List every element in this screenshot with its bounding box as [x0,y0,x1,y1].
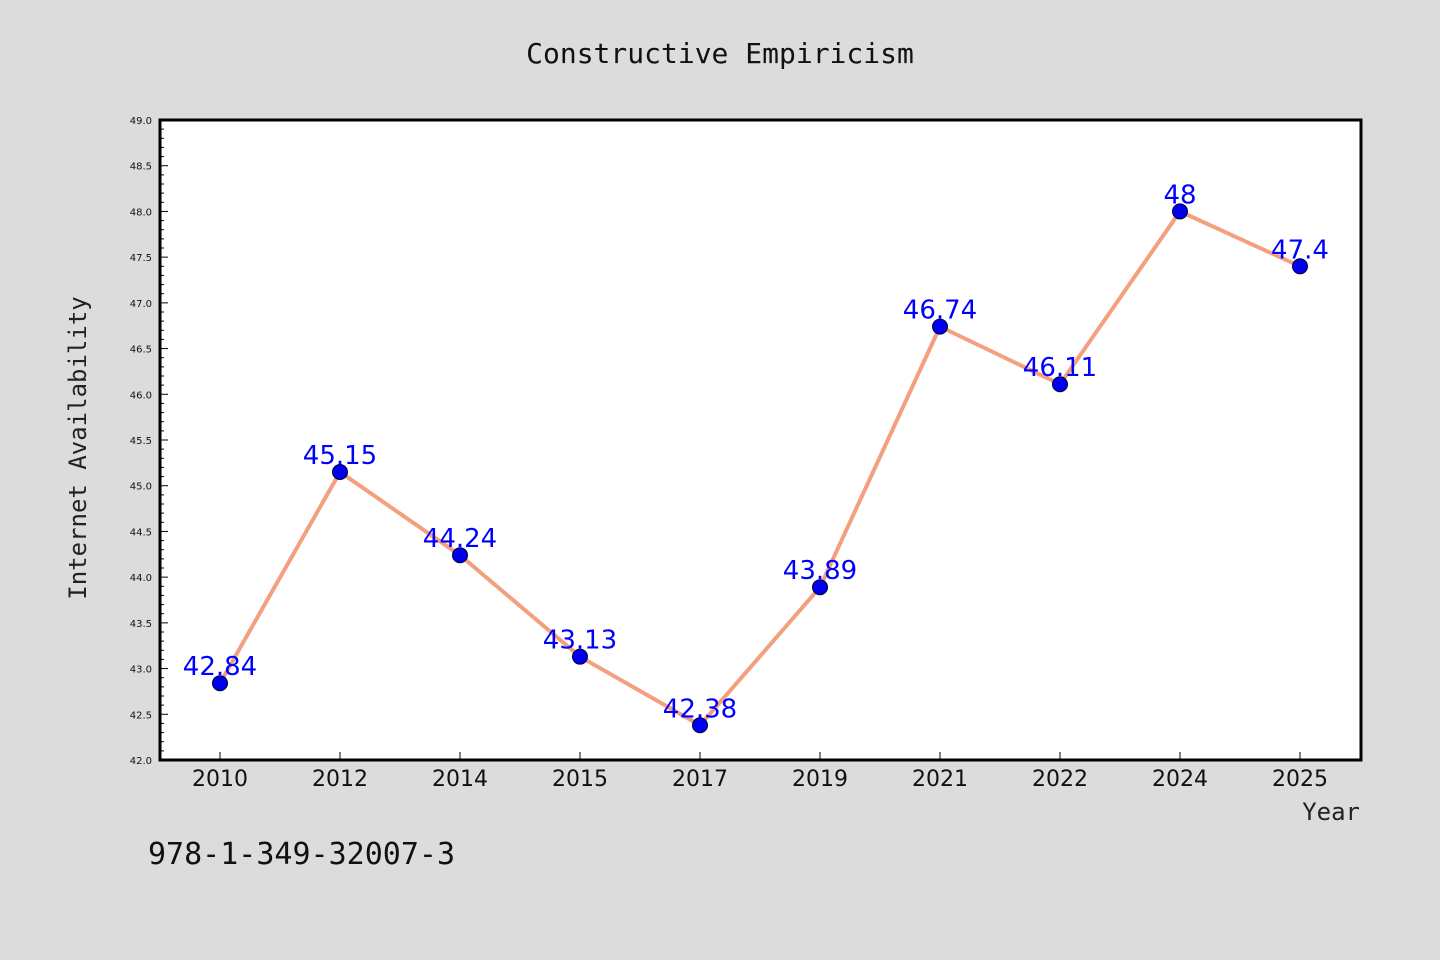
x-tick-label: 2021 [912,767,968,792]
data-label: 46.11 [1023,353,1097,383]
data-point [932,318,948,335]
data-labels: 42.84 45.15 44.24 43.13 42.38 43.89 46.74 46.11… [183,180,1329,724]
data-label: 42.38 [663,694,737,724]
x-axis-label: Year [1302,798,1360,826]
y-axis: 42.0 42.5 43.0 43.5 44.0 44.5 45.0 45.5 46.0 46.5… [130,116,168,767]
data-point [1052,376,1068,393]
y-tick-label: 46.5 [130,345,152,356]
data-label: 47.4 [1271,235,1329,265]
data-label: 45.15 [303,441,377,471]
data-label: 43.13 [543,626,617,656]
y-tick-label: 43.0 [130,665,152,676]
x-tick-label: 2022 [1032,767,1088,792]
isbn-text: 978-1-349-32007-3 [148,837,455,872]
data-point [212,675,228,692]
data-label: 42.84 [183,652,257,682]
y-tick-label: 47.0 [130,299,152,310]
data-label: 46.74 [903,296,977,326]
y-tick-label: 49.0 [130,116,152,127]
y-tick-label: 47.5 [130,253,152,264]
y-tick-label: 43.5 [130,619,152,630]
data-label: 48 [1163,180,1196,210]
series-line [218,209,1301,728]
x-axis: 2010 2012 2014 2015 2017 2019 2021 2022 2024 2025 [192,752,1328,792]
data-point [1292,258,1308,275]
data-point [692,717,708,734]
data-point [812,579,828,596]
y-axis-label: Internet Availability [64,296,92,599]
y-tick-label: 48.0 [130,207,152,218]
data-label: 43.89 [783,556,857,586]
data-point [572,648,588,665]
data-point [452,547,468,564]
data-label: 44.24 [423,524,497,554]
data-point [1172,203,1188,220]
x-tick-label: 2012 [312,767,368,792]
y-tick-label: 42.0 [130,756,152,767]
data-point [332,464,348,480]
y-tick-label: 45.0 [130,482,152,493]
y-tick-label: 45.5 [130,436,152,447]
y-tick-label: 42.5 [130,710,152,721]
y-tick-label: 44.0 [130,573,152,584]
y-tick-label: 46.0 [130,390,152,401]
data-points [212,203,1308,734]
x-tick-label: 2010 [192,767,248,792]
x-tick-label: 2025 [1272,767,1328,792]
y-tick-label: 44.5 [130,527,152,538]
x-tick-label: 2017 [672,767,728,792]
y-tick-label: 48.5 [130,162,152,173]
x-tick-label: 2019 [792,767,848,792]
x-tick-label: 2015 [552,767,608,792]
x-tick-label: 2014 [432,767,488,792]
series-polyline [218,209,1301,728]
chart-title: Constructive Empiricism [526,37,914,70]
x-tick-label: 2024 [1152,767,1208,792]
